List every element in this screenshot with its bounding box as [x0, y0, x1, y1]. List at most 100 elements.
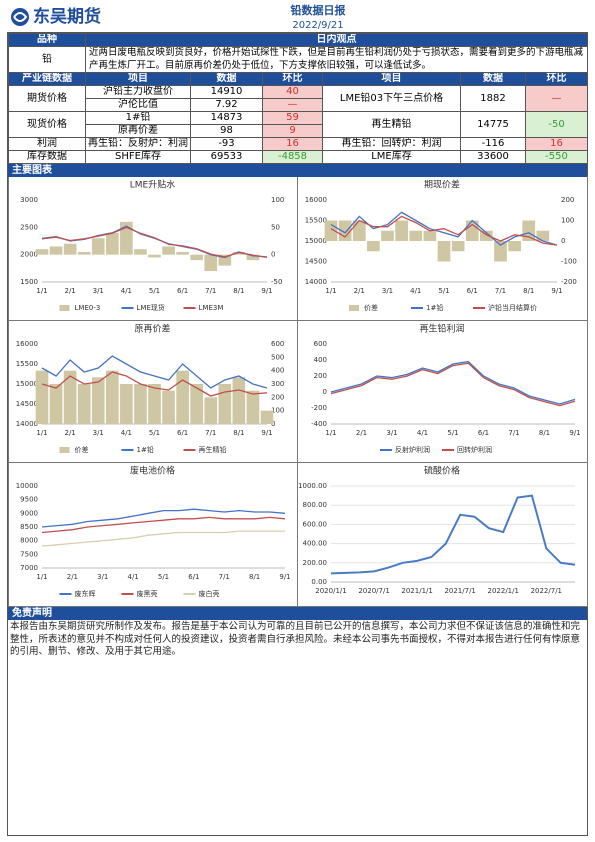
item: SHFE库存 [85, 150, 191, 164]
series-line [41, 226, 268, 259]
x-tick-label: 4/1 [410, 287, 421, 295]
y-tick-label: 15500 [305, 217, 327, 225]
y-tick-label: 400.00 [303, 540, 328, 548]
y-tick-label: 200 [314, 372, 327, 380]
y-tick-label: 15500 [16, 360, 38, 368]
legend-label: 价差 [75, 445, 89, 454]
x-tick-label: 6/1 [188, 573, 199, 581]
bar [49, 246, 63, 255]
y-tick-label: 800.00 [303, 501, 328, 509]
y-tick-label: 14000 [305, 278, 327, 286]
bar [508, 241, 521, 252]
item: 再生铅：反射炉：利润 [85, 137, 191, 151]
item: 沪铅主力收盘价 [85, 85, 191, 99]
table-wrap: 品种 日内观点 铅近两日废电瓶反映到货良好，价格开始试探性下跌，但是目前再生铅利润… [8, 33, 589, 177]
x-tick-label: 5/1 [149, 429, 160, 437]
x-tick-label: 2/1 [67, 573, 78, 581]
logo-text: 东吴期货 [33, 6, 101, 27]
x-tick-label: 3/1 [93, 287, 104, 295]
change: 40 [262, 85, 323, 99]
bar [77, 251, 91, 255]
bar [77, 384, 91, 424]
x-tick-label: 1/1 [36, 429, 47, 437]
x-tick-label: 9/1 [279, 573, 290, 581]
change: 16 [524, 137, 589, 151]
bar [338, 220, 352, 241]
y2-tick-label: 400 [271, 367, 284, 375]
bar [176, 370, 189, 424]
y2-tick-label: 100 [561, 217, 574, 225]
value: -116 [460, 137, 526, 151]
bar [204, 397, 218, 424]
y2-tick-label: 0 [561, 237, 565, 245]
bar [134, 384, 147, 424]
legend-label: 沪铅当月结算价 [488, 303, 537, 312]
y2-tick-label: 600 [271, 340, 284, 348]
y2-tick-label: -50 [271, 278, 282, 286]
series-line [41, 530, 285, 547]
head: 品种 [8, 33, 86, 47]
x-tick-label: 8/1 [249, 573, 260, 581]
y-tick-label: 7500 [20, 550, 38, 558]
legend-label: 废白壳 [199, 589, 220, 598]
y-tick-label: 200.00 [303, 559, 328, 567]
bar [120, 221, 133, 255]
legend-label: 回转炉利润 [457, 445, 492, 454]
bar [148, 254, 161, 258]
y2-tick-label: 500 [271, 353, 284, 361]
x-tick-label: 7/1 [205, 429, 216, 437]
y-tick-label: 14500 [16, 400, 38, 408]
disclaimer-text: 本报告由东吴期货研究所制作及发布。报告是基于本公司认为可靠的且目前已公开的信息撰… [10, 621, 581, 657]
legend-label: LME现货 [137, 303, 165, 312]
x-tick-label: 3/1 [382, 287, 393, 295]
bar [91, 377, 105, 424]
change: — [262, 98, 323, 112]
bar [35, 370, 49, 424]
y-tick-label: 8000 [20, 537, 38, 545]
logo-swirl [13, 12, 28, 22]
x-tick-label: 6/1 [177, 429, 188, 437]
series-line [41, 355, 268, 389]
bar [260, 410, 274, 424]
series-line [330, 494, 576, 575]
head: 产业链数据 [8, 72, 86, 86]
series-line [330, 215, 558, 246]
logo-icon [11, 8, 29, 26]
variety: 铅 [8, 46, 86, 73]
y2-tick-label: 200 [561, 196, 574, 204]
bar [367, 241, 380, 252]
item: 1#铅 [85, 111, 191, 125]
bar [451, 241, 465, 252]
change: 16 [262, 137, 323, 151]
x-tick-label: 5/1 [447, 429, 458, 437]
bar [190, 254, 204, 261]
x-tick-label: 2020/7/1 [358, 587, 389, 595]
chart-title: 废电池价格 [130, 465, 175, 477]
x-tick-label: 4/1 [121, 429, 132, 437]
head: 环比 [524, 72, 589, 86]
bar [176, 251, 189, 255]
y-tick-label: 3000 [20, 196, 38, 204]
chart-title: 再生铅利润 [419, 323, 464, 335]
head: 项目 [85, 72, 191, 86]
view-text: 近两日废电瓶反映到货良好，价格开始试探性下跌，但是目前再生铅利润仍处于亏损状态，… [84, 46, 589, 73]
series-line [41, 508, 286, 528]
item: 再生铅：回转炉：利润 [322, 137, 461, 151]
y2-tick-label: 100 [271, 407, 284, 415]
y2-tick-label: 0 [271, 251, 275, 259]
y2-tick-label: -200 [561, 278, 577, 286]
report-title: 铅数据日报 [291, 3, 347, 17]
item: 沪伦比值 [85, 98, 191, 112]
legend-label: LME0-3 [75, 304, 101, 312]
change: — [524, 85, 589, 112]
y-tick-label: 600.00 [303, 520, 328, 528]
bar [423, 230, 437, 241]
x-tick-label: 2/1 [64, 287, 75, 295]
legend-label: 1#铅 [426, 303, 443, 312]
chart-title: LME升贴水 [130, 179, 175, 191]
change: -50 [524, 111, 589, 138]
bar [465, 220, 479, 241]
change: -550 [524, 150, 589, 164]
legend-label: 废黑壳 [137, 589, 158, 598]
